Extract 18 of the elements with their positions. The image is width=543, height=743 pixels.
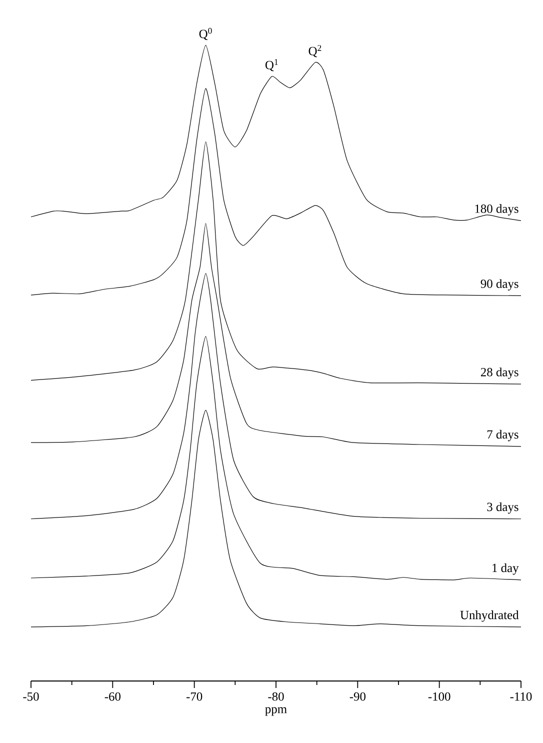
x-tick-label: -110 [510,692,532,701]
annotation: Q$^{2}$ [308,45,322,58]
series-label: 7 days [487,430,518,442]
x-tick-label: -100 [428,692,450,701]
x-axis-title: ppm [265,707,287,716]
series-label: 90 days [480,279,518,291]
x-tick-label: -90 [350,692,366,701]
x-tick-label: -50 [23,692,39,701]
series-label: 28 days [480,368,518,379]
annotation: Q$^{0}$ [199,28,212,40]
series-label: Unhydrated [460,610,519,622]
x-tick-label: -80 [268,692,284,701]
x-tick-label: -60 [104,692,120,701]
series-label: 180 days [475,204,518,216]
annotation: Q$^{1}$ [266,59,278,72]
series-label: 1 day [492,563,519,575]
x-tick-label: -70 [186,692,202,701]
series-label: 3 days [487,502,518,514]
